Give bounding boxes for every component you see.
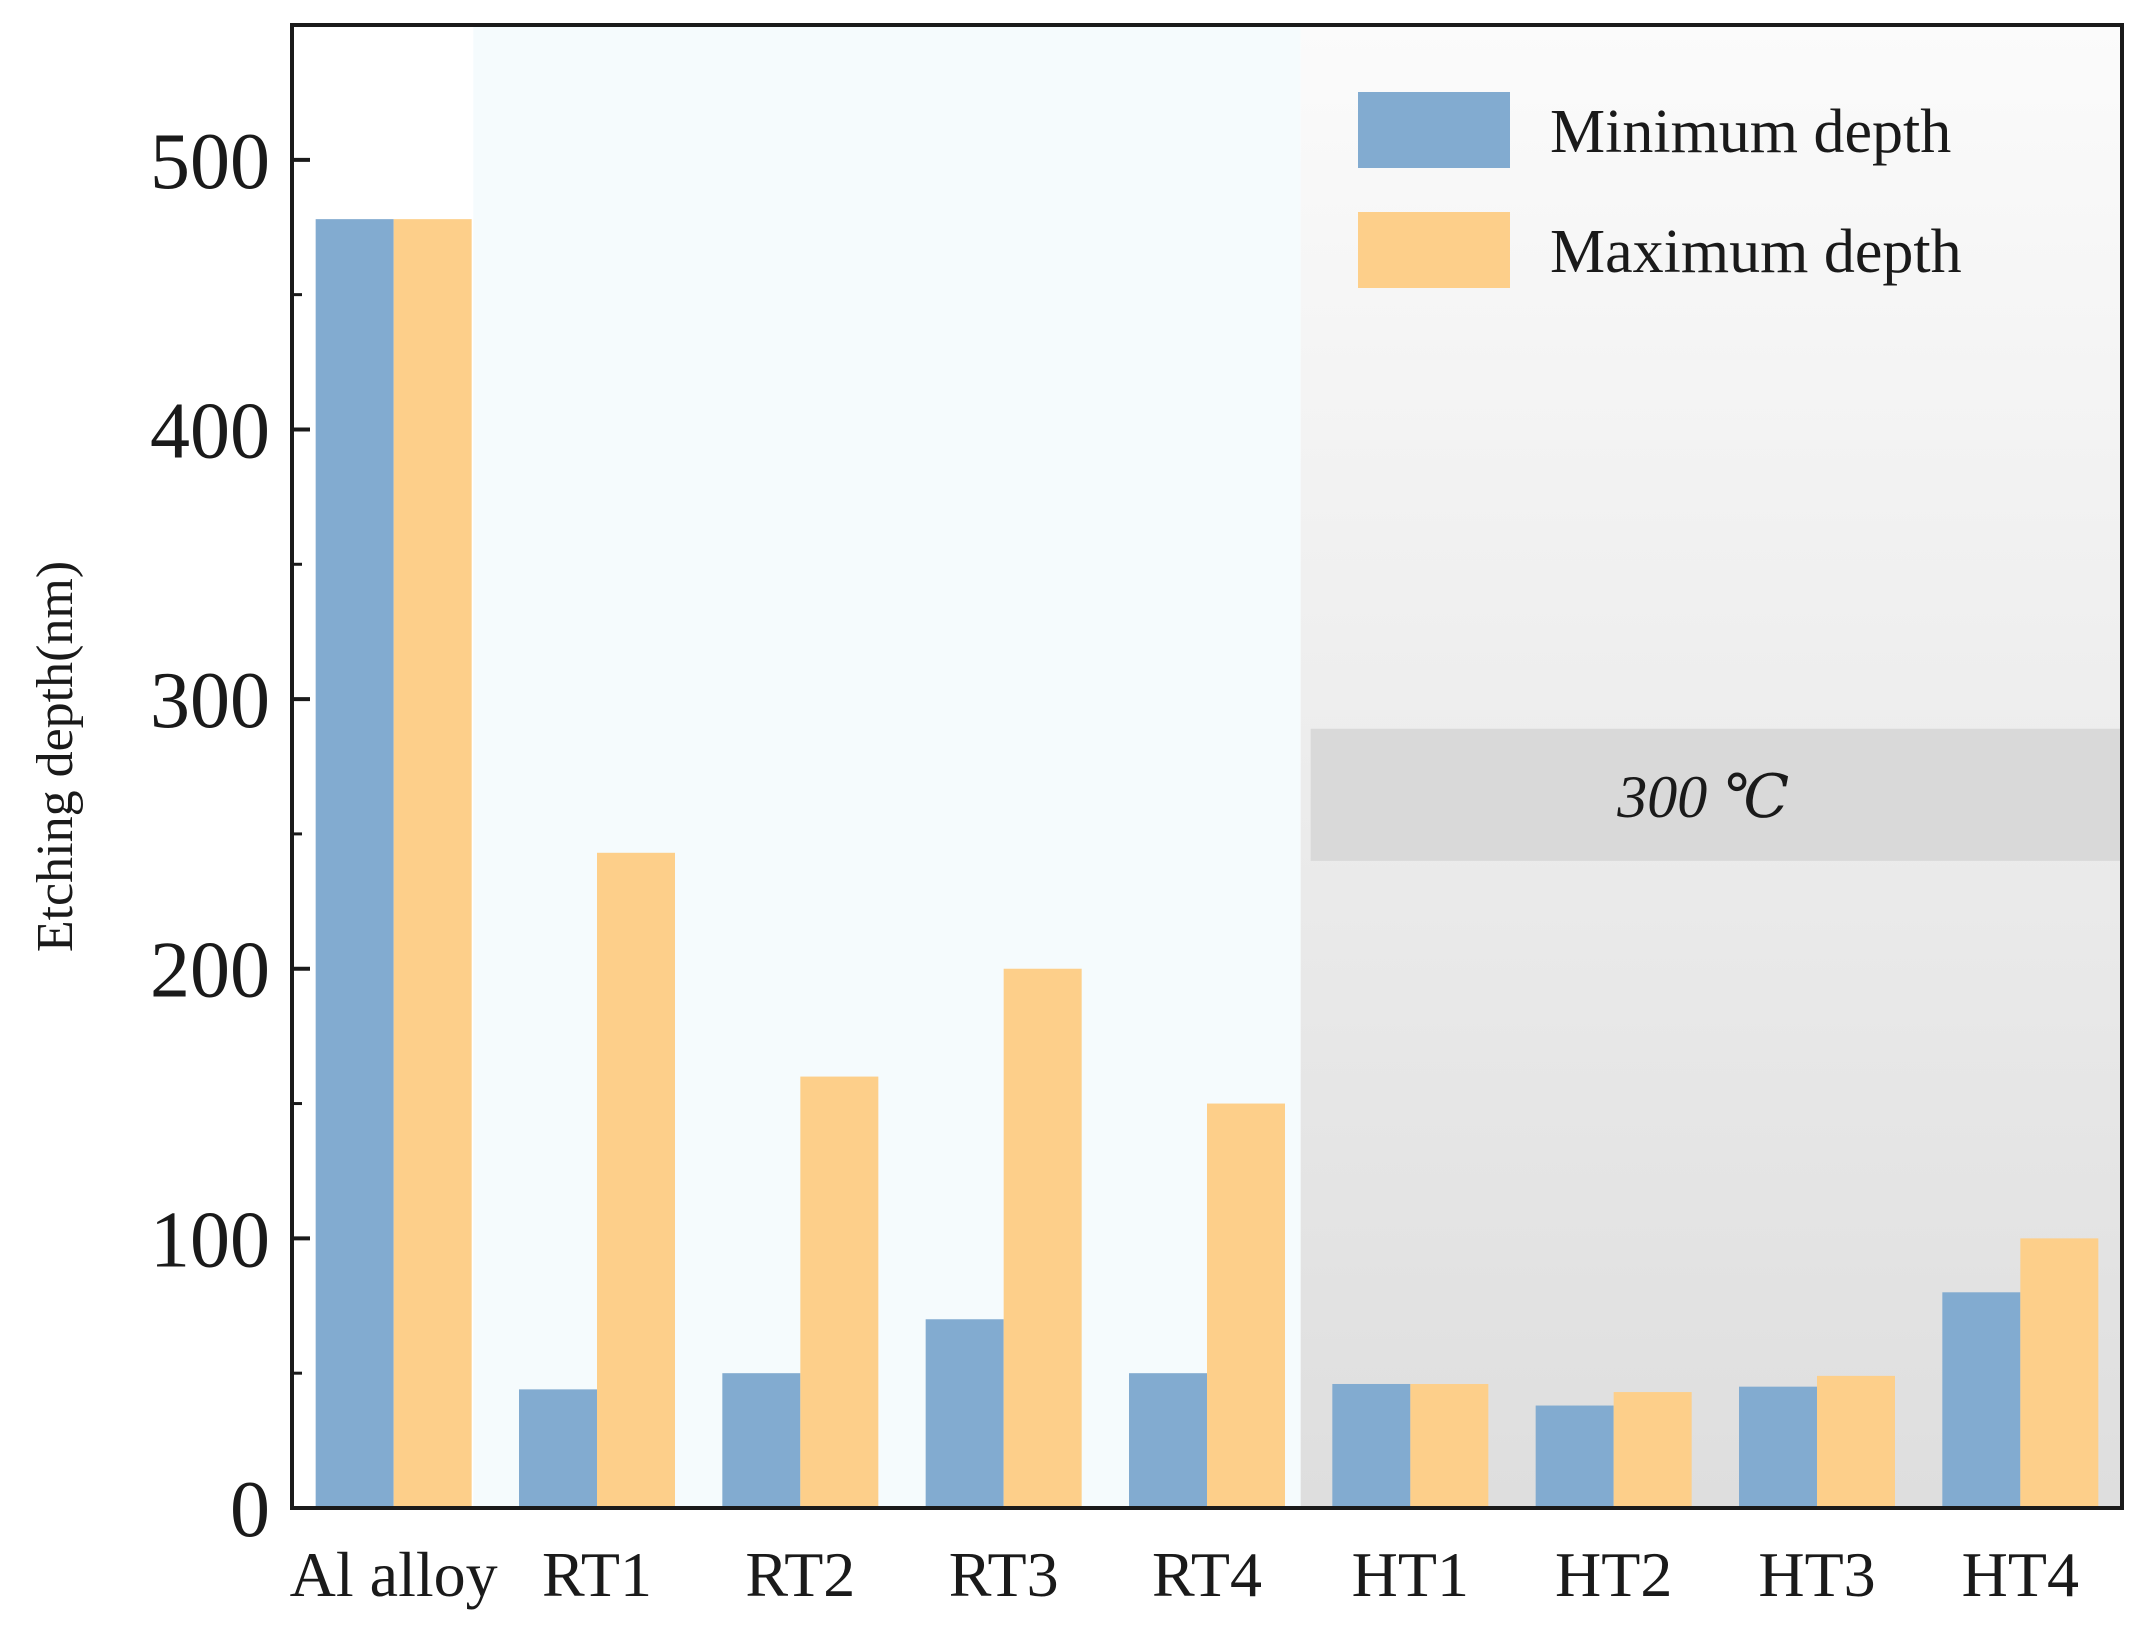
legend-label-minimum: Minimum depth [1550,98,1951,166]
annotation-band [1310,728,2120,861]
bar-maximum-rt1 [597,852,675,1508]
x-tick-label-rt4: RT4 [1152,1539,1262,1610]
x-axis-tick-labels: Al alloy RT1 RT2 RT3 RT4 HT1 HT2 HT3 HT4 [290,1539,2079,1610]
bar-maximum-ht1 [1410,1383,1489,1508]
x-tick-label-rt1: RT1 [542,1539,652,1610]
bar-maximum-ht2 [1613,1392,1692,1508]
bar-minimum-ht2 [1535,1405,1614,1508]
bar-minimum-rt2 [722,1373,801,1508]
x-tick-label-ht3: HT3 [1758,1539,1875,1610]
annotation-band-group: 300 ℃ [1310,728,2120,861]
bar-maximum-rt3 [1003,968,1082,1508]
x-tick-label-rt3: RT3 [949,1539,1059,1610]
y-tick-label-100: 100 [150,1196,270,1284]
bar-minimum-al-alloy [315,219,394,1508]
y-tick-label-200: 200 [150,927,270,1015]
y-tick-label-300: 300 [150,657,270,745]
y-axis-ticks: 0 100 200 300 400 500 [150,118,310,1554]
bar-minimum-ht1 [1332,1383,1411,1508]
x-tick-label-ht1: HT1 [1352,1539,1469,1610]
legend: Minimum depth Maximum depth [1358,92,1962,288]
bar-minimum-rt1 [519,1389,597,1508]
bar-maximum-ht4 [2020,1238,2099,1508]
x-tick-label-rt2: RT2 [745,1539,855,1610]
bar-maximum-rt4 [1207,1103,1285,1508]
legend-label-maximum: Maximum depth [1550,218,1962,286]
legend-swatch-maximum [1358,212,1510,288]
bar-maximum-rt2 [800,1076,879,1508]
legend-swatch-minimum [1358,92,1510,168]
annotation-label: 300 ℃ [1616,764,1789,830]
bar-minimum-ht4 [1942,1292,2021,1508]
y-tick-label-500: 500 [150,118,270,206]
y-tick-label-400: 400 [150,387,270,475]
x-tick-label-ht4: HT4 [1962,1539,2079,1610]
plot-frame [290,23,2124,1510]
bar-minimum-rt4 [1129,1373,1207,1508]
bar-maximum-ht3 [1817,1375,1895,1508]
bar-minimum-rt3 [925,1319,1004,1508]
y-tick-label-0: 0 [230,1466,270,1554]
y-axis-label: Etching depth(nm) [27,561,84,952]
bar-minimum-ht3 [1739,1386,1817,1508]
x-tick-label-al-alloy: Al alloy [290,1539,498,1610]
bar-maximum-al-alloy [393,219,472,1508]
bars [315,219,2099,1508]
x-tick-label-ht2: HT2 [1555,1539,1672,1610]
